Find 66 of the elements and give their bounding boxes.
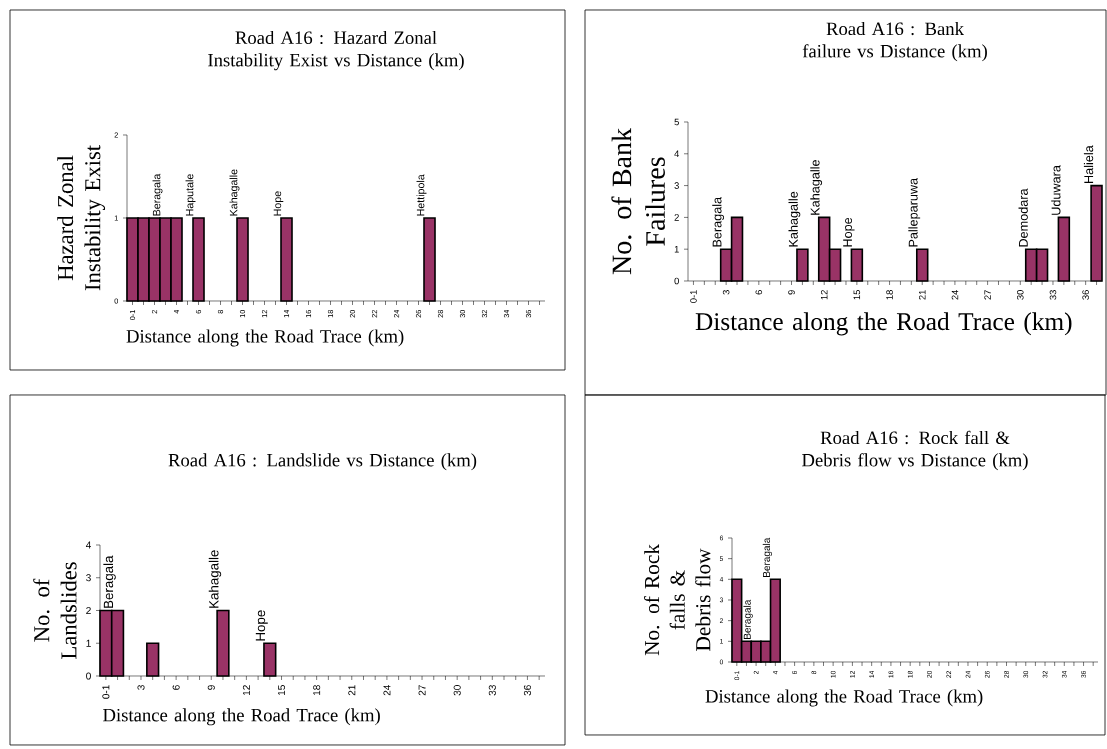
x-tick-label: 9 <box>788 290 795 295</box>
x-tick-label: 36 <box>523 685 531 696</box>
x-tick-label: 6 <box>755 290 763 295</box>
y-tick-label: 4 <box>674 150 680 157</box>
data-label: Beragala <box>743 599 753 639</box>
data-label: Haputale <box>185 174 196 216</box>
data-label: Palleparuwa <box>908 177 921 247</box>
x-tick-label: 0-1 <box>690 290 697 303</box>
x-tick-label: 12 <box>242 685 250 696</box>
y-tick-label: 3 <box>674 182 679 189</box>
x-tick-label: 30 <box>1017 290 1024 300</box>
data-label: Hope <box>843 217 855 247</box>
x-tick-label: 33 <box>1049 290 1057 300</box>
y-tick-label: 4 <box>85 541 92 549</box>
x-tick-label: 21 <box>918 290 926 300</box>
y-tick-label: 2 <box>86 606 91 614</box>
data-label: Kahagalle <box>788 191 801 247</box>
y-axis-title: Hazard Zonal Instability Exist <box>57 145 106 291</box>
chart-title: Road A16 : Hazard Zonal Instability Exist vs Distance (km) <box>208 30 464 71</box>
y-tick-label: 0 <box>674 277 679 285</box>
chart-title: Road A16 : Landslide vs Distance (km) <box>168 453 477 471</box>
data-label: Beragala <box>152 173 163 216</box>
data-label: Beragala <box>712 196 725 247</box>
data-label: Hope <box>255 610 268 641</box>
x-tick-label: 0-1 <box>102 685 110 699</box>
y-axis-title: No. of Bank Failures <box>611 128 665 275</box>
data-label: Beragala <box>762 537 772 577</box>
x-tick-label: 27 <box>418 685 426 696</box>
x-axis-title: Distance along the Road Trace (km) <box>695 312 1072 336</box>
data-label: Haliela <box>1083 145 1094 183</box>
data-label: Uduwara <box>1051 165 1061 215</box>
x-axis-title: Distance along the Road Trace (km) <box>705 689 983 707</box>
x-tick-label: 15 <box>853 290 861 300</box>
chart-title: Road A16 : Rock fall & Debris flow vs Distance (km) <box>802 430 1028 471</box>
y-tick-label: 1 <box>674 245 679 253</box>
data-label: Kahagalle <box>810 160 823 215</box>
chart-title: Road A16 : Bank failure vs Distance (km) <box>802 21 987 62</box>
x-tick-label: 3 <box>137 685 145 690</box>
x-tick-label: 36 <box>1082 290 1089 300</box>
data-label: Kahagalle <box>229 169 240 216</box>
data-label: Kahagalle <box>208 550 222 608</box>
y-tick-label: 3 <box>86 574 91 582</box>
x-axis-title: Distance along the Road Trace (km) <box>126 329 404 347</box>
x-tick-label: 15 <box>278 685 286 696</box>
x-tick-label: 12 <box>820 290 828 300</box>
x-tick-label: 6 <box>172 685 180 690</box>
data-label: Hope <box>273 191 284 216</box>
y-tick-label: 0 <box>86 672 91 680</box>
x-tick-label: 21 <box>348 685 356 696</box>
x-tick-label: 18 <box>886 290 893 300</box>
x-tick-label: 30 <box>453 685 461 696</box>
y-tick-label: 1 <box>86 639 91 647</box>
y-tick-label: 2 <box>674 214 679 221</box>
data-label: Demodara <box>1018 188 1028 247</box>
x-tick-label: 18 <box>313 685 321 696</box>
data-label: Beragala <box>103 555 116 608</box>
data-label: Hettipola <box>416 174 427 216</box>
y-tick-label: 5 <box>674 118 679 126</box>
x-tick-label: 24 <box>951 289 959 300</box>
y-axis-title: No. of Rock falls & Debris flow <box>644 544 711 656</box>
x-axis-title: Distance along the Road Trace (km) <box>103 708 380 726</box>
x-tick-label: 27 <box>984 290 991 300</box>
y-axis-title: No. of Landslides <box>33 562 77 659</box>
x-tick-label: 24 <box>383 684 391 696</box>
x-tick-label: 33 <box>488 685 496 696</box>
x-tick-label: 9 <box>207 685 215 690</box>
